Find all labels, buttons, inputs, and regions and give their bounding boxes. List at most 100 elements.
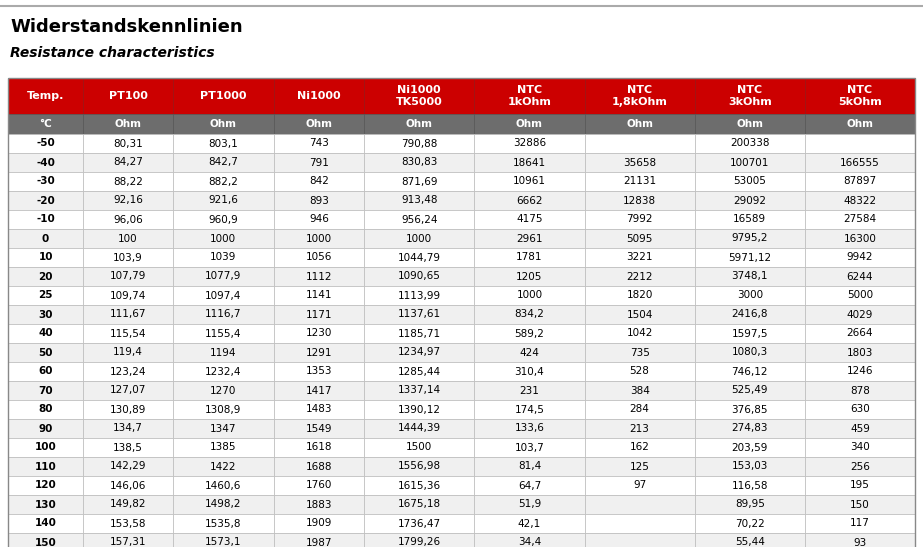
- Bar: [805, 153, 915, 172]
- Text: 1113,99: 1113,99: [398, 290, 441, 300]
- Bar: [8, 78, 915, 547]
- Text: 34,4: 34,4: [518, 538, 541, 547]
- Bar: [805, 438, 915, 457]
- Bar: [173, 114, 273, 134]
- Bar: [365, 267, 474, 286]
- Bar: [474, 419, 584, 438]
- Text: -40: -40: [36, 158, 55, 167]
- Bar: [474, 438, 584, 457]
- Bar: [474, 533, 584, 547]
- Bar: [273, 495, 365, 514]
- Bar: [8, 533, 83, 547]
- Text: 138,5: 138,5: [113, 443, 143, 452]
- Text: 1044,79: 1044,79: [398, 253, 441, 263]
- Text: 1291: 1291: [306, 347, 332, 358]
- Text: 1549: 1549: [306, 423, 332, 434]
- Text: 834,2: 834,2: [514, 310, 545, 319]
- Bar: [273, 191, 365, 210]
- Text: 6662: 6662: [516, 195, 543, 206]
- Text: 81,4: 81,4: [518, 462, 541, 472]
- Text: 842,7: 842,7: [209, 158, 238, 167]
- Text: 4175: 4175: [516, 214, 543, 224]
- Bar: [695, 438, 805, 457]
- Text: 6244: 6244: [846, 271, 873, 282]
- Text: 1597,5: 1597,5: [732, 329, 768, 339]
- Bar: [173, 210, 273, 229]
- Text: 30: 30: [39, 310, 53, 319]
- Bar: [474, 114, 584, 134]
- Text: 1760: 1760: [306, 480, 332, 491]
- Bar: [584, 495, 695, 514]
- Bar: [83, 248, 173, 267]
- Bar: [365, 381, 474, 400]
- Text: NTC
5kOhm: NTC 5kOhm: [838, 85, 881, 107]
- Text: 1504: 1504: [627, 310, 653, 319]
- Text: 1077,9: 1077,9: [205, 271, 241, 282]
- Text: NTC
3kOhm: NTC 3kOhm: [728, 85, 772, 107]
- Bar: [8, 381, 83, 400]
- Text: NTC
1kOhm: NTC 1kOhm: [508, 85, 551, 107]
- Bar: [83, 343, 173, 362]
- Bar: [365, 286, 474, 305]
- Bar: [173, 533, 273, 547]
- Text: 946: 946: [309, 214, 329, 224]
- Text: 53005: 53005: [734, 177, 766, 187]
- Text: 87897: 87897: [844, 177, 877, 187]
- Text: 50: 50: [39, 347, 53, 358]
- Bar: [273, 457, 365, 476]
- Bar: [474, 305, 584, 324]
- Text: 48322: 48322: [844, 195, 877, 206]
- Bar: [273, 210, 365, 229]
- Bar: [273, 286, 365, 305]
- Text: 142,29: 142,29: [110, 462, 146, 472]
- Text: 1535,8: 1535,8: [205, 519, 242, 528]
- Bar: [695, 495, 805, 514]
- Bar: [173, 134, 273, 153]
- Bar: [695, 419, 805, 438]
- Text: 5971,12: 5971,12: [728, 253, 772, 263]
- Bar: [83, 381, 173, 400]
- Bar: [805, 400, 915, 419]
- Text: Resistance characteristics: Resistance characteristics: [10, 46, 215, 60]
- Bar: [83, 362, 173, 381]
- Text: 27584: 27584: [844, 214, 877, 224]
- Bar: [365, 172, 474, 191]
- Bar: [805, 324, 915, 343]
- Text: 157,31: 157,31: [110, 538, 146, 547]
- Bar: [584, 457, 695, 476]
- Text: 149,82: 149,82: [110, 499, 146, 509]
- Text: 882,2: 882,2: [209, 177, 238, 187]
- Bar: [83, 134, 173, 153]
- Text: 960,9: 960,9: [209, 214, 238, 224]
- Bar: [695, 457, 805, 476]
- Text: 119,4: 119,4: [113, 347, 143, 358]
- Text: 213: 213: [629, 423, 650, 434]
- Text: Ohm: Ohm: [737, 119, 763, 129]
- Text: 80: 80: [39, 404, 53, 415]
- Text: 93: 93: [853, 538, 867, 547]
- Bar: [474, 476, 584, 495]
- Text: -30: -30: [36, 177, 55, 187]
- Text: 1799,26: 1799,26: [398, 538, 441, 547]
- Bar: [83, 78, 173, 114]
- Text: 1556,98: 1556,98: [398, 462, 441, 472]
- Bar: [8, 286, 83, 305]
- Text: 2961: 2961: [516, 234, 543, 243]
- Bar: [365, 457, 474, 476]
- Text: 133,6: 133,6: [514, 423, 545, 434]
- Text: 746,12: 746,12: [732, 366, 768, 376]
- Bar: [8, 248, 83, 267]
- Bar: [8, 210, 83, 229]
- Text: 117: 117: [850, 519, 869, 528]
- Text: PT1000: PT1000: [200, 91, 246, 101]
- Bar: [8, 191, 83, 210]
- Text: 1615,36: 1615,36: [398, 480, 441, 491]
- Bar: [8, 229, 83, 248]
- Bar: [173, 153, 273, 172]
- Text: Ni1000: Ni1000: [297, 91, 341, 101]
- Text: 195: 195: [850, 480, 869, 491]
- Bar: [173, 78, 273, 114]
- Text: 310,4: 310,4: [515, 366, 545, 376]
- Text: 21131: 21131: [623, 177, 656, 187]
- Bar: [365, 362, 474, 381]
